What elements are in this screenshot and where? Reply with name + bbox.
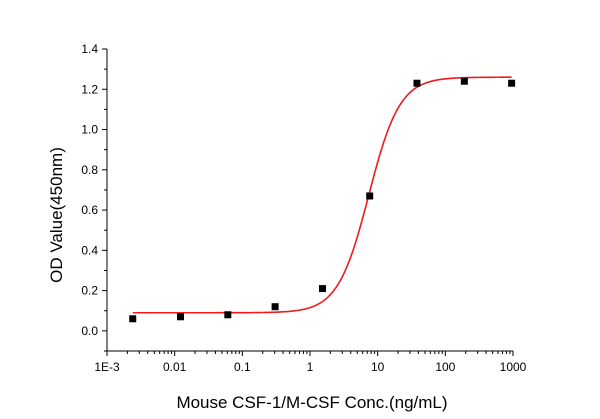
y-tick-label: 0.2 [81,284,98,298]
x-tick-label: 0.01 [163,360,187,374]
data-point [271,303,279,311]
y-tick-label: 0.4 [81,243,98,257]
data-point [129,315,137,323]
x-tick-label: 0.1 [234,360,251,374]
y-tick-label: 1.0 [81,123,98,137]
y-tick-label: 1.4 [81,42,98,56]
x-tick-label: 1000 [500,360,527,374]
x-axis-title: Mouse CSF-1/M-CSF Conc.(ng/mL) [176,393,447,412]
y-tick-label: 0.8 [81,163,98,177]
y-tick-label: 1.2 [81,82,98,96]
data-point [366,192,374,200]
data-point [508,79,516,87]
data-point [177,313,185,321]
y-tick-label: 0.0 [81,324,98,338]
tick-marks: 1E-3 0.01 0.1 1 10 100 1000 0.0 0.2 0.4 0.6 0.8 1.0 1… [81,42,526,374]
data-point [224,311,232,319]
fit-curve [132,76,512,314]
y-axis-title: OD Value(450nm) [47,147,66,283]
data-point [413,79,421,87]
x-tick-label: 1 [307,360,314,374]
data-points [129,77,516,323]
data-point [318,285,326,293]
x-tick-label: 10 [371,360,385,374]
data-point [460,77,468,85]
x-tick-label: 1E-3 [94,360,120,374]
fit-curve-layer [132,76,512,314]
x-tick-label: 100 [435,360,455,374]
axes [106,49,513,352]
y-tick-label: 0.6 [81,203,98,217]
